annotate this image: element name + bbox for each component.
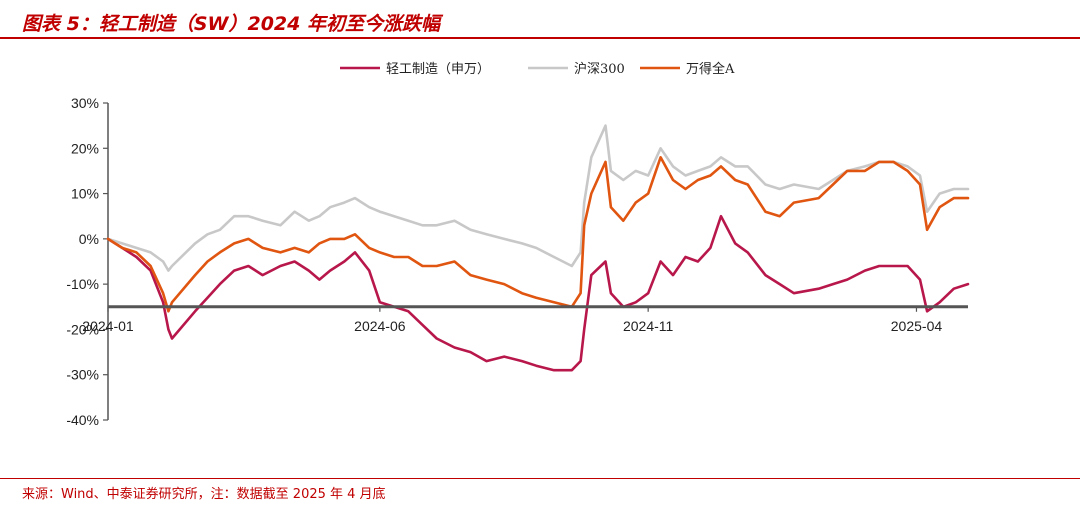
figure-header: 图表 5：轻工制造（SW）2024 年初至今涨跌幅 xyxy=(0,0,1080,40)
y-tick-label: 10% xyxy=(71,186,99,202)
title-divider xyxy=(0,37,1080,39)
y-tick-label: 0% xyxy=(79,231,99,247)
source-divider xyxy=(0,478,1080,479)
legend-label-2: 万得全A xyxy=(686,61,735,77)
series-line-2 xyxy=(106,156,970,313)
x-tick-label: 2025-04 xyxy=(891,318,943,334)
x-tick-label: 2024-11 xyxy=(623,318,674,334)
x-tick-label: 2024-06 xyxy=(354,318,406,334)
legend: 轻工制造（申万） 沪深300 万得全A xyxy=(340,61,735,77)
series-line-0 xyxy=(106,214,970,372)
series-line-1 xyxy=(106,124,970,272)
x-tick-label: 2024-01 xyxy=(82,318,134,334)
y-tick-label: -20% xyxy=(66,321,99,337)
y-tick-label: -10% xyxy=(66,276,99,292)
line-chart: 轻工制造（申万） 沪深300 万得全A -40% -30% -20% -10% 0% 10% 2… xyxy=(66,61,970,428)
y-tick-label: -30% xyxy=(66,367,99,383)
series-lines xyxy=(106,124,970,372)
legend-label-0: 轻工制造（申万） xyxy=(386,62,490,77)
figure-title: 图表 5：轻工制造（SW）2024 年初至今涨跌幅 xyxy=(22,13,440,35)
y-tick-label: 20% xyxy=(71,140,99,156)
source-note: 来源：Wind、中泰证券研究所，注：数据截至 2025 年 4 月底 xyxy=(22,487,386,502)
x-axis: 2024-01 2024-06 2024-11 2025-04 xyxy=(82,305,968,334)
legend-label-1: 沪深300 xyxy=(574,61,625,77)
y-tick-label: 30% xyxy=(71,95,99,111)
y-tick-label: -40% xyxy=(66,412,99,428)
y-axis: -40% -30% -20% -10% 0% 10% 20% 30% xyxy=(66,95,109,428)
